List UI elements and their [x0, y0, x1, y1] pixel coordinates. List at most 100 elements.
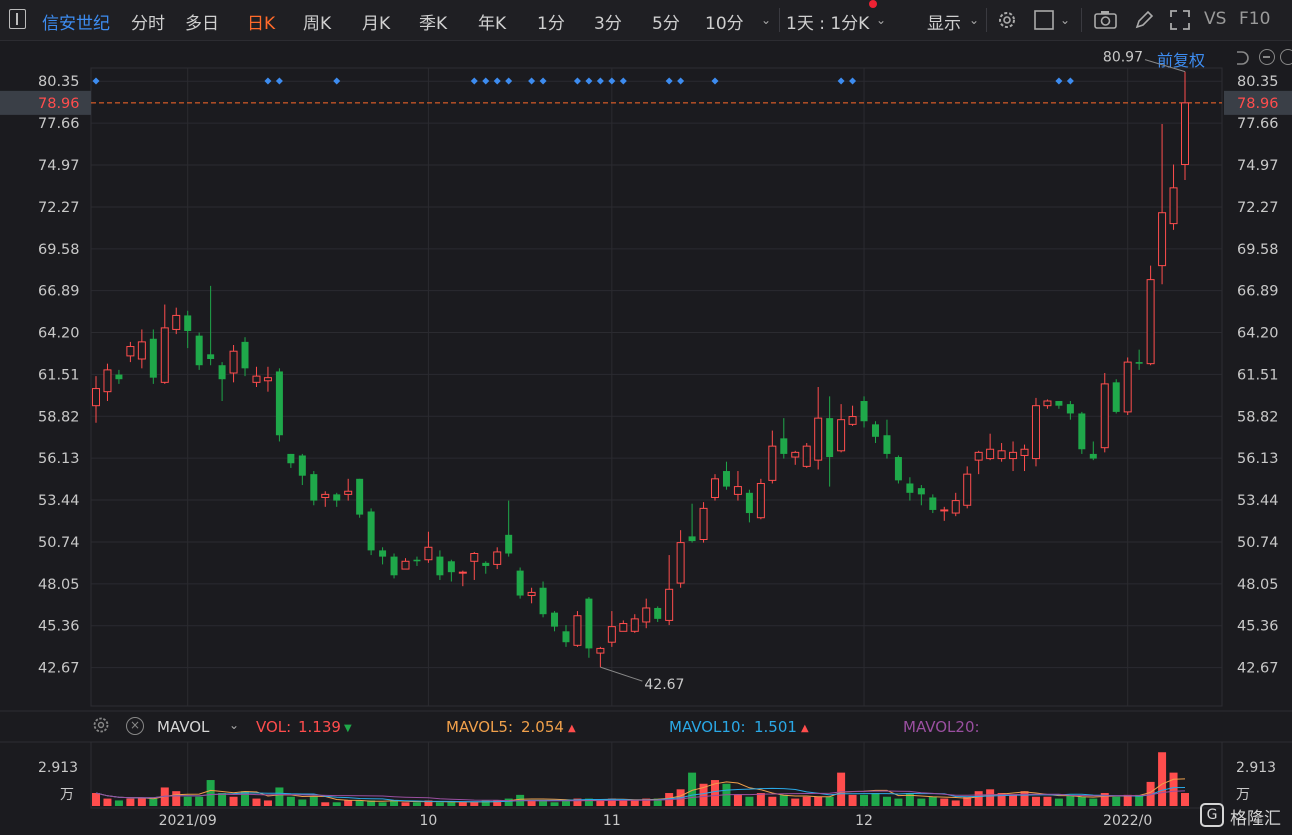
- candle-body-down[interactable]: [894, 457, 902, 481]
- volume-bar[interactable]: [1020, 791, 1029, 806]
- volume-bar[interactable]: [688, 772, 697, 806]
- candle-body-up[interactable]: [573, 615, 582, 646]
- compare-vs-button[interactable]: VS: [1204, 9, 1227, 29]
- candle-body-down[interactable]: [860, 401, 868, 422]
- volume-bar[interactable]: [378, 802, 387, 806]
- volume-bar[interactable]: [195, 796, 204, 806]
- volume-bar[interactable]: [401, 802, 410, 806]
- volume-bar[interactable]: [860, 794, 869, 806]
- interval-selector[interactable]: 1天 : 1分K: [786, 14, 870, 34]
- candle-body-up[interactable]: [974, 451, 983, 461]
- volume-bar[interactable]: [733, 794, 742, 806]
- volume-bar[interactable]: [963, 796, 972, 806]
- event-marker-icon[interactable]: [92, 77, 100, 85]
- candle-body-down[interactable]: [917, 488, 925, 495]
- draw-pencil-icon[interactable]: [1133, 9, 1155, 31]
- event-marker-icon[interactable]: [849, 77, 857, 85]
- volume-bar[interactable]: [619, 800, 628, 806]
- volume-bar[interactable]: [126, 798, 135, 806]
- candle-body-down[interactable]: [883, 435, 891, 454]
- volume-bar[interactable]: [527, 800, 536, 806]
- period-tab-5[interactable]: 季K: [419, 14, 448, 34]
- volume-bar[interactable]: [791, 798, 800, 806]
- candle-body-up[interactable]: [963, 473, 972, 506]
- stock-name[interactable]: 信安世纪: [42, 14, 110, 34]
- f10-button[interactable]: F10: [1239, 9, 1271, 29]
- display-menu[interactable]: 显示: [927, 14, 961, 34]
- candle-body-up[interactable]: [424, 546, 433, 561]
- volume-bar[interactable]: [894, 798, 903, 806]
- candle-body-up[interactable]: [665, 588, 674, 621]
- volume-bar[interactable]: [321, 802, 330, 806]
- candle-body-up[interactable]: [1146, 279, 1155, 365]
- event-marker-icon[interactable]: [275, 77, 283, 85]
- candle-body-down[interactable]: [149, 338, 157, 378]
- volume-bar[interactable]: [642, 798, 651, 806]
- volume-bar[interactable]: [745, 796, 754, 806]
- zoom-in-icon[interactable]: [1280, 49, 1292, 65]
- volume-bar[interactable]: [481, 800, 490, 806]
- candle-body-down[interactable]: [1078, 413, 1086, 450]
- event-marker-icon[interactable]: [1066, 77, 1074, 85]
- volume-bar[interactable]: [149, 798, 158, 806]
- settings-icon[interactable]: [996, 9, 1018, 31]
- event-marker-icon[interactable]: [482, 77, 490, 85]
- volume-bar[interactable]: [802, 796, 811, 806]
- volume-bar[interactable]: [779, 794, 788, 806]
- candle-body-up[interactable]: [1009, 451, 1018, 460]
- candle-body-down[interactable]: [287, 453, 295, 464]
- candle-body-up[interactable]: [733, 486, 742, 495]
- period-tab-3[interactable]: 周K: [303, 14, 332, 34]
- price-adjust-selector[interactable]: 前复权: [1157, 51, 1206, 70]
- candle-body-up[interactable]: [160, 327, 169, 383]
- candle-body-up[interactable]: [344, 490, 353, 495]
- undo-icon[interactable]: [1232, 48, 1252, 68]
- candle-body-up[interactable]: [1020, 448, 1029, 456]
- candle-body-up[interactable]: [126, 346, 135, 357]
- volume-bar[interactable]: [367, 800, 376, 806]
- candle-body-down[interactable]: [745, 492, 753, 514]
- period-tab-4[interactable]: 月K: [362, 14, 391, 34]
- candle-body-down[interactable]: [1066, 404, 1074, 414]
- candle-body-down[interactable]: [1089, 453, 1097, 459]
- event-marker-icon[interactable]: [619, 77, 627, 85]
- event-marker-icon[interactable]: [677, 77, 685, 85]
- event-marker-icon[interactable]: [711, 77, 719, 85]
- candle-body-up[interactable]: [1169, 187, 1178, 225]
- volume-bar[interactable]: [183, 796, 192, 806]
- candle-body-up[interactable]: [1158, 212, 1167, 267]
- candle-body-down[interactable]: [367, 511, 375, 551]
- event-marker-icon[interactable]: [608, 77, 616, 85]
- candle-body-down[interactable]: [413, 559, 421, 562]
- fullscreen-icon[interactable]: [1169, 9, 1191, 31]
- candle-body-up[interactable]: [814, 417, 823, 461]
- period-tab-10[interactable]: 10分: [705, 14, 744, 34]
- volume-settings-icon[interactable]: [92, 716, 110, 734]
- candle-body-down[interactable]: [505, 534, 513, 554]
- volume-bar[interactable]: [550, 802, 559, 806]
- interval-chevron-icon[interactable]: ⌄: [876, 13, 887, 27]
- volume-bar[interactable]: [447, 802, 456, 806]
- candle-body-down[interactable]: [115, 374, 123, 380]
- period-tab-8[interactable]: 3分: [594, 14, 622, 34]
- volume-bar[interactable]: [825, 796, 834, 806]
- volume-bar[interactable]: [814, 796, 823, 806]
- volume-bar[interactable]: [1135, 794, 1144, 806]
- candle-body-up[interactable]: [596, 647, 605, 654]
- volume-bar[interactable]: [905, 793, 914, 806]
- candle-body-up[interactable]: [699, 507, 708, 541]
- candle-body-down[interactable]: [539, 587, 547, 615]
- volume-bar[interactable]: [1054, 798, 1063, 806]
- volume-bar[interactable]: [561, 800, 570, 806]
- volume-bar[interactable]: [504, 798, 513, 806]
- sidebar-toggle-icon[interactable]: [9, 9, 26, 29]
- volume-bar[interactable]: [435, 802, 444, 806]
- candle-body-down[interactable]: [1135, 362, 1143, 364]
- volume-bar[interactable]: [596, 800, 605, 806]
- volume-bar[interactable]: [848, 794, 857, 806]
- event-marker-icon[interactable]: [528, 77, 536, 85]
- candle-body-up[interactable]: [848, 416, 857, 425]
- candle-body-up[interactable]: [630, 618, 639, 632]
- volume-bar[interactable]: [309, 796, 318, 806]
